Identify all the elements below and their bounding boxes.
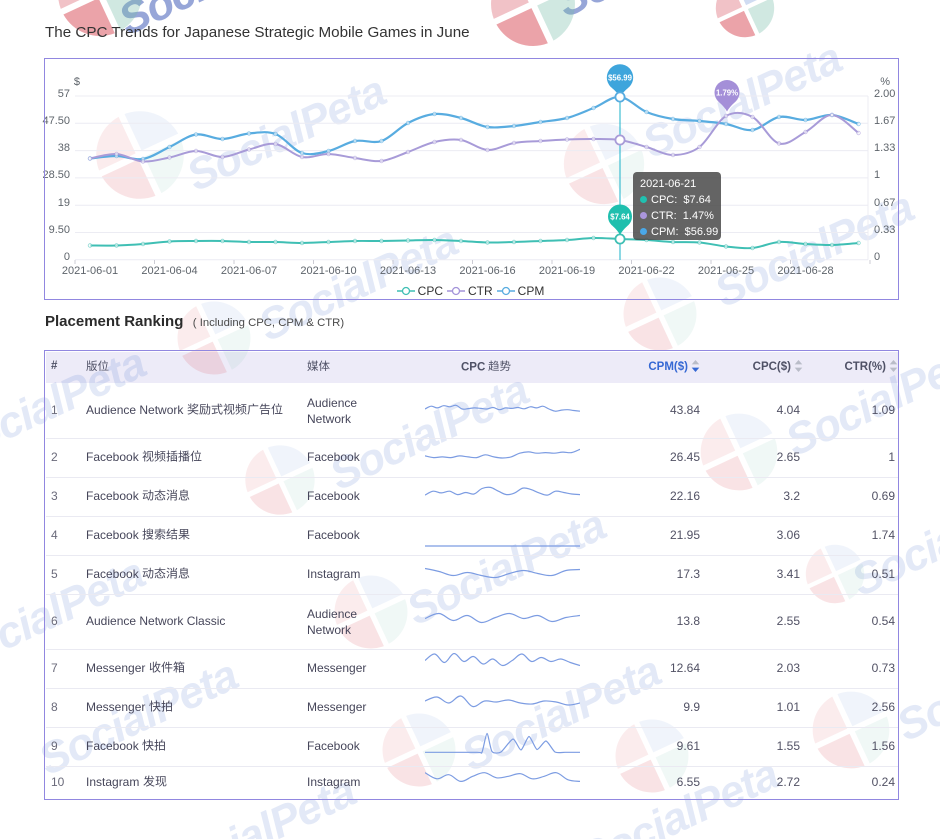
svg-text:$56.99: $56.99 bbox=[608, 73, 633, 82]
svg-text:$7.64: $7.64 bbox=[610, 212, 630, 221]
svg-text:1.79%: 1.79% bbox=[716, 88, 738, 97]
